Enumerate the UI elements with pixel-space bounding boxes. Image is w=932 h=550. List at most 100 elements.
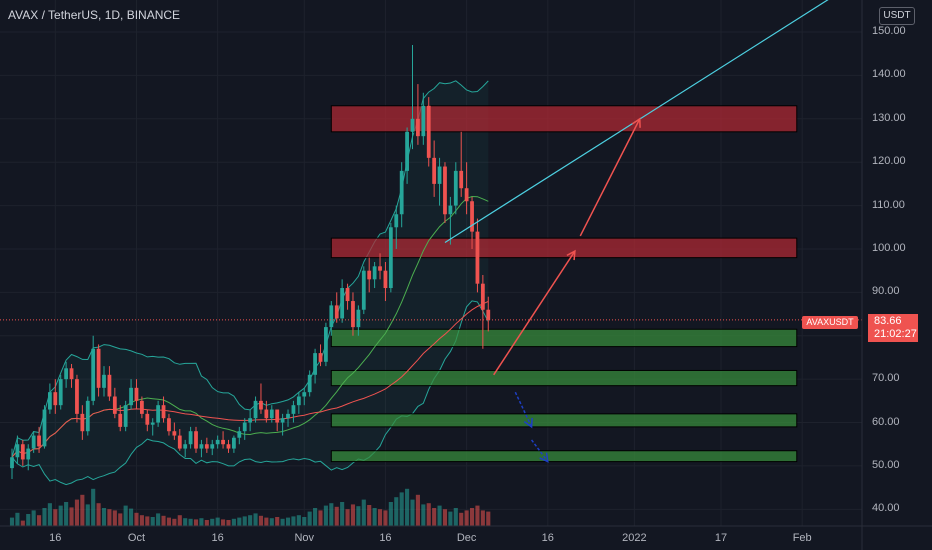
candle-body xyxy=(118,413,123,427)
candle-body xyxy=(183,444,188,449)
volume-bar xyxy=(421,504,426,526)
candle-body xyxy=(64,368,69,380)
candle-body xyxy=(112,396,117,414)
volume-bar xyxy=(302,517,307,526)
candle-body xyxy=(264,409,269,419)
candle-body xyxy=(221,439,225,445)
candle-body xyxy=(464,188,469,202)
candle-body xyxy=(15,444,20,458)
candle-body xyxy=(286,413,290,419)
volume-bar xyxy=(237,517,242,526)
volume-bar xyxy=(464,510,469,526)
candle-body xyxy=(150,422,155,425)
candle-body xyxy=(134,387,139,401)
volume-bar xyxy=(145,516,150,526)
volume-bar xyxy=(258,515,264,526)
volume-bar xyxy=(31,510,36,526)
volume-bar xyxy=(313,508,318,526)
bar-countdown: 21:02:27 xyxy=(874,328,917,340)
volume-bar xyxy=(442,509,448,526)
candle-body xyxy=(388,227,393,289)
candle-body xyxy=(459,170,464,189)
volume-bar xyxy=(69,507,74,526)
candle-body xyxy=(80,413,85,432)
volume-bar xyxy=(264,517,269,526)
candle-body xyxy=(199,444,204,449)
volume-bar xyxy=(329,503,334,526)
candle-body xyxy=(302,392,307,397)
candle-body xyxy=(20,444,25,460)
candle-body xyxy=(351,301,355,328)
candle-body xyxy=(232,437,236,449)
candle-body xyxy=(421,105,426,137)
candle-body xyxy=(324,327,328,362)
volume-bar xyxy=(204,520,209,526)
volume-bar xyxy=(112,510,117,526)
volume-bar xyxy=(9,517,15,526)
volume-bar xyxy=(437,505,442,526)
arrow-line xyxy=(493,250,576,376)
last-price-value: 83.66 xyxy=(874,315,902,327)
volume-bar xyxy=(26,514,31,526)
candle-body xyxy=(204,444,209,449)
volume-bar xyxy=(150,517,155,526)
volume-bar xyxy=(340,502,345,526)
x-tick-label: Oct xyxy=(127,532,146,544)
candle-body xyxy=(367,270,372,280)
volume-bar xyxy=(156,513,161,526)
candle-body xyxy=(139,400,144,414)
candle-body xyxy=(107,374,112,397)
candle-body xyxy=(296,396,301,406)
volume-bar xyxy=(296,515,301,526)
candle-body xyxy=(237,431,242,438)
volume-bar xyxy=(37,515,42,526)
y-tick-label: 40.00 xyxy=(872,502,900,515)
volume-bar xyxy=(453,508,458,526)
volume-bar xyxy=(399,492,404,526)
arrow-line xyxy=(530,439,549,463)
volume-bar xyxy=(139,515,144,526)
volume-bar xyxy=(475,505,480,526)
candle-body xyxy=(156,405,161,423)
candle-body xyxy=(399,170,404,215)
candle-body xyxy=(437,166,442,184)
volume-bar xyxy=(226,520,231,526)
y-tick-label: 90.00 xyxy=(872,285,900,298)
volume-bar xyxy=(275,517,280,526)
candle-body xyxy=(96,348,101,388)
volume-bar xyxy=(15,512,20,526)
candle-body xyxy=(145,413,150,425)
volume-bar xyxy=(280,518,285,526)
candle-body xyxy=(69,368,74,380)
volume-bar xyxy=(459,512,464,526)
volume-bar xyxy=(361,499,366,526)
candle-body xyxy=(248,418,253,423)
candle-body xyxy=(91,348,96,401)
support-zone xyxy=(330,328,798,348)
volume-bar xyxy=(469,508,475,526)
candle-body xyxy=(172,431,177,436)
candle-body xyxy=(383,270,388,289)
currency-button[interactable]: USDT xyxy=(879,7,915,25)
volume-bar xyxy=(388,502,393,526)
arrow-line xyxy=(579,118,641,237)
x-tick-label: 16 xyxy=(541,532,554,544)
y-tick-label: 140.00 xyxy=(872,68,906,81)
candle-body xyxy=(53,392,58,406)
x-tick-label: 16 xyxy=(49,532,62,544)
candle-body xyxy=(253,400,258,419)
candle-body xyxy=(372,266,377,280)
volume-bar xyxy=(432,508,437,526)
x-tick-label: Feb xyxy=(792,532,812,544)
volume-bar xyxy=(47,503,52,526)
resistance-zone xyxy=(330,105,798,133)
candlesticks xyxy=(10,45,491,479)
volume-bar xyxy=(123,505,128,526)
volume-bar xyxy=(291,516,296,526)
candle-body xyxy=(426,105,431,158)
volume-bar xyxy=(177,515,182,526)
candle-body xyxy=(194,431,198,449)
candle-body xyxy=(167,418,171,432)
volume-bars xyxy=(9,488,491,526)
